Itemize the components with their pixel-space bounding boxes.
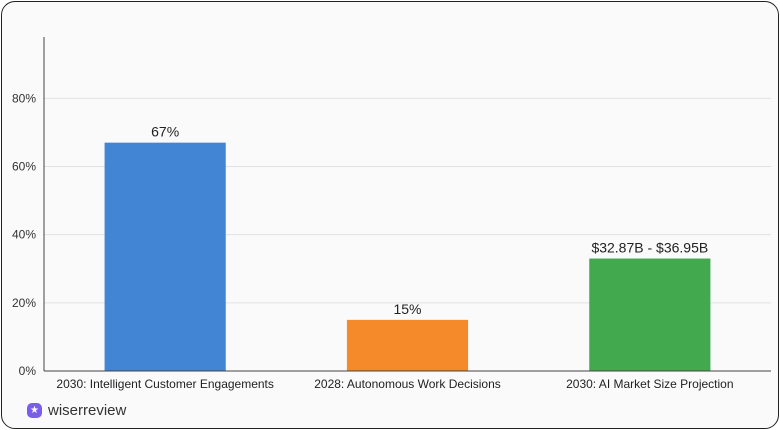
y-tick-label: 80% — [12, 91, 36, 105]
x-tick-label: 2030: Intelligent Customer Engagements — [56, 377, 273, 391]
bar — [346, 319, 469, 371]
y-tick-label: 0% — [19, 364, 37, 378]
data-label: 67% — [151, 124, 179, 140]
bar — [104, 142, 226, 371]
y-tick-label: 60% — [12, 160, 36, 174]
star-badge-icon: ★ — [27, 403, 42, 418]
y-tick-label: 40% — [12, 228, 36, 242]
x-tick-label: 2030: AI Market Size Projection — [566, 377, 733, 391]
bar — [589, 258, 711, 371]
data-label: $32.87B - $36.95B — [591, 240, 708, 256]
brand-logo: ★ wiserreview — [27, 402, 126, 419]
brand-name: wiserreview — [48, 402, 127, 419]
data-label: 15% — [393, 301, 421, 317]
x-tick-label: 2028: Autonomous Work Decisions — [314, 377, 501, 391]
y-tick-label: 20% — [12, 296, 36, 310]
